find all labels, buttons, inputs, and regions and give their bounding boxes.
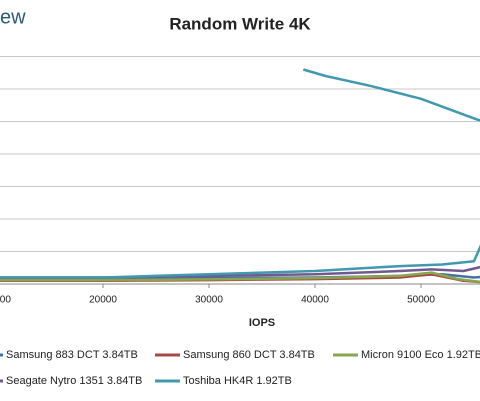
series-line <box>0 68 480 279</box>
series-line <box>0 271 480 284</box>
legend-label: Samsung 883 DCT 3.84TB <box>6 349 138 361</box>
x-tick-label: 30000 <box>195 295 223 306</box>
x-tick-label: 40000 <box>301 295 329 306</box>
x-tick-label: 20000 <box>89 295 117 306</box>
x-tick-label: 10000 <box>0 295 11 306</box>
chart-title: Random Write 4K <box>169 14 311 33</box>
x-tick-label: 50000 <box>407 295 435 306</box>
logo: ew <box>0 6 26 28</box>
x-axis-label: IOPS <box>249 317 275 329</box>
legend-label: Seagate Nytro 1351 3.84TB <box>6 375 142 387</box>
legend-label: Samsung 860 DCT 3.84TB <box>183 349 315 361</box>
legend-label: Toshiba HK4R 1.92TB <box>183 375 292 387</box>
legend-label: Micron 9100 Eco 1.92TB <box>361 349 480 361</box>
